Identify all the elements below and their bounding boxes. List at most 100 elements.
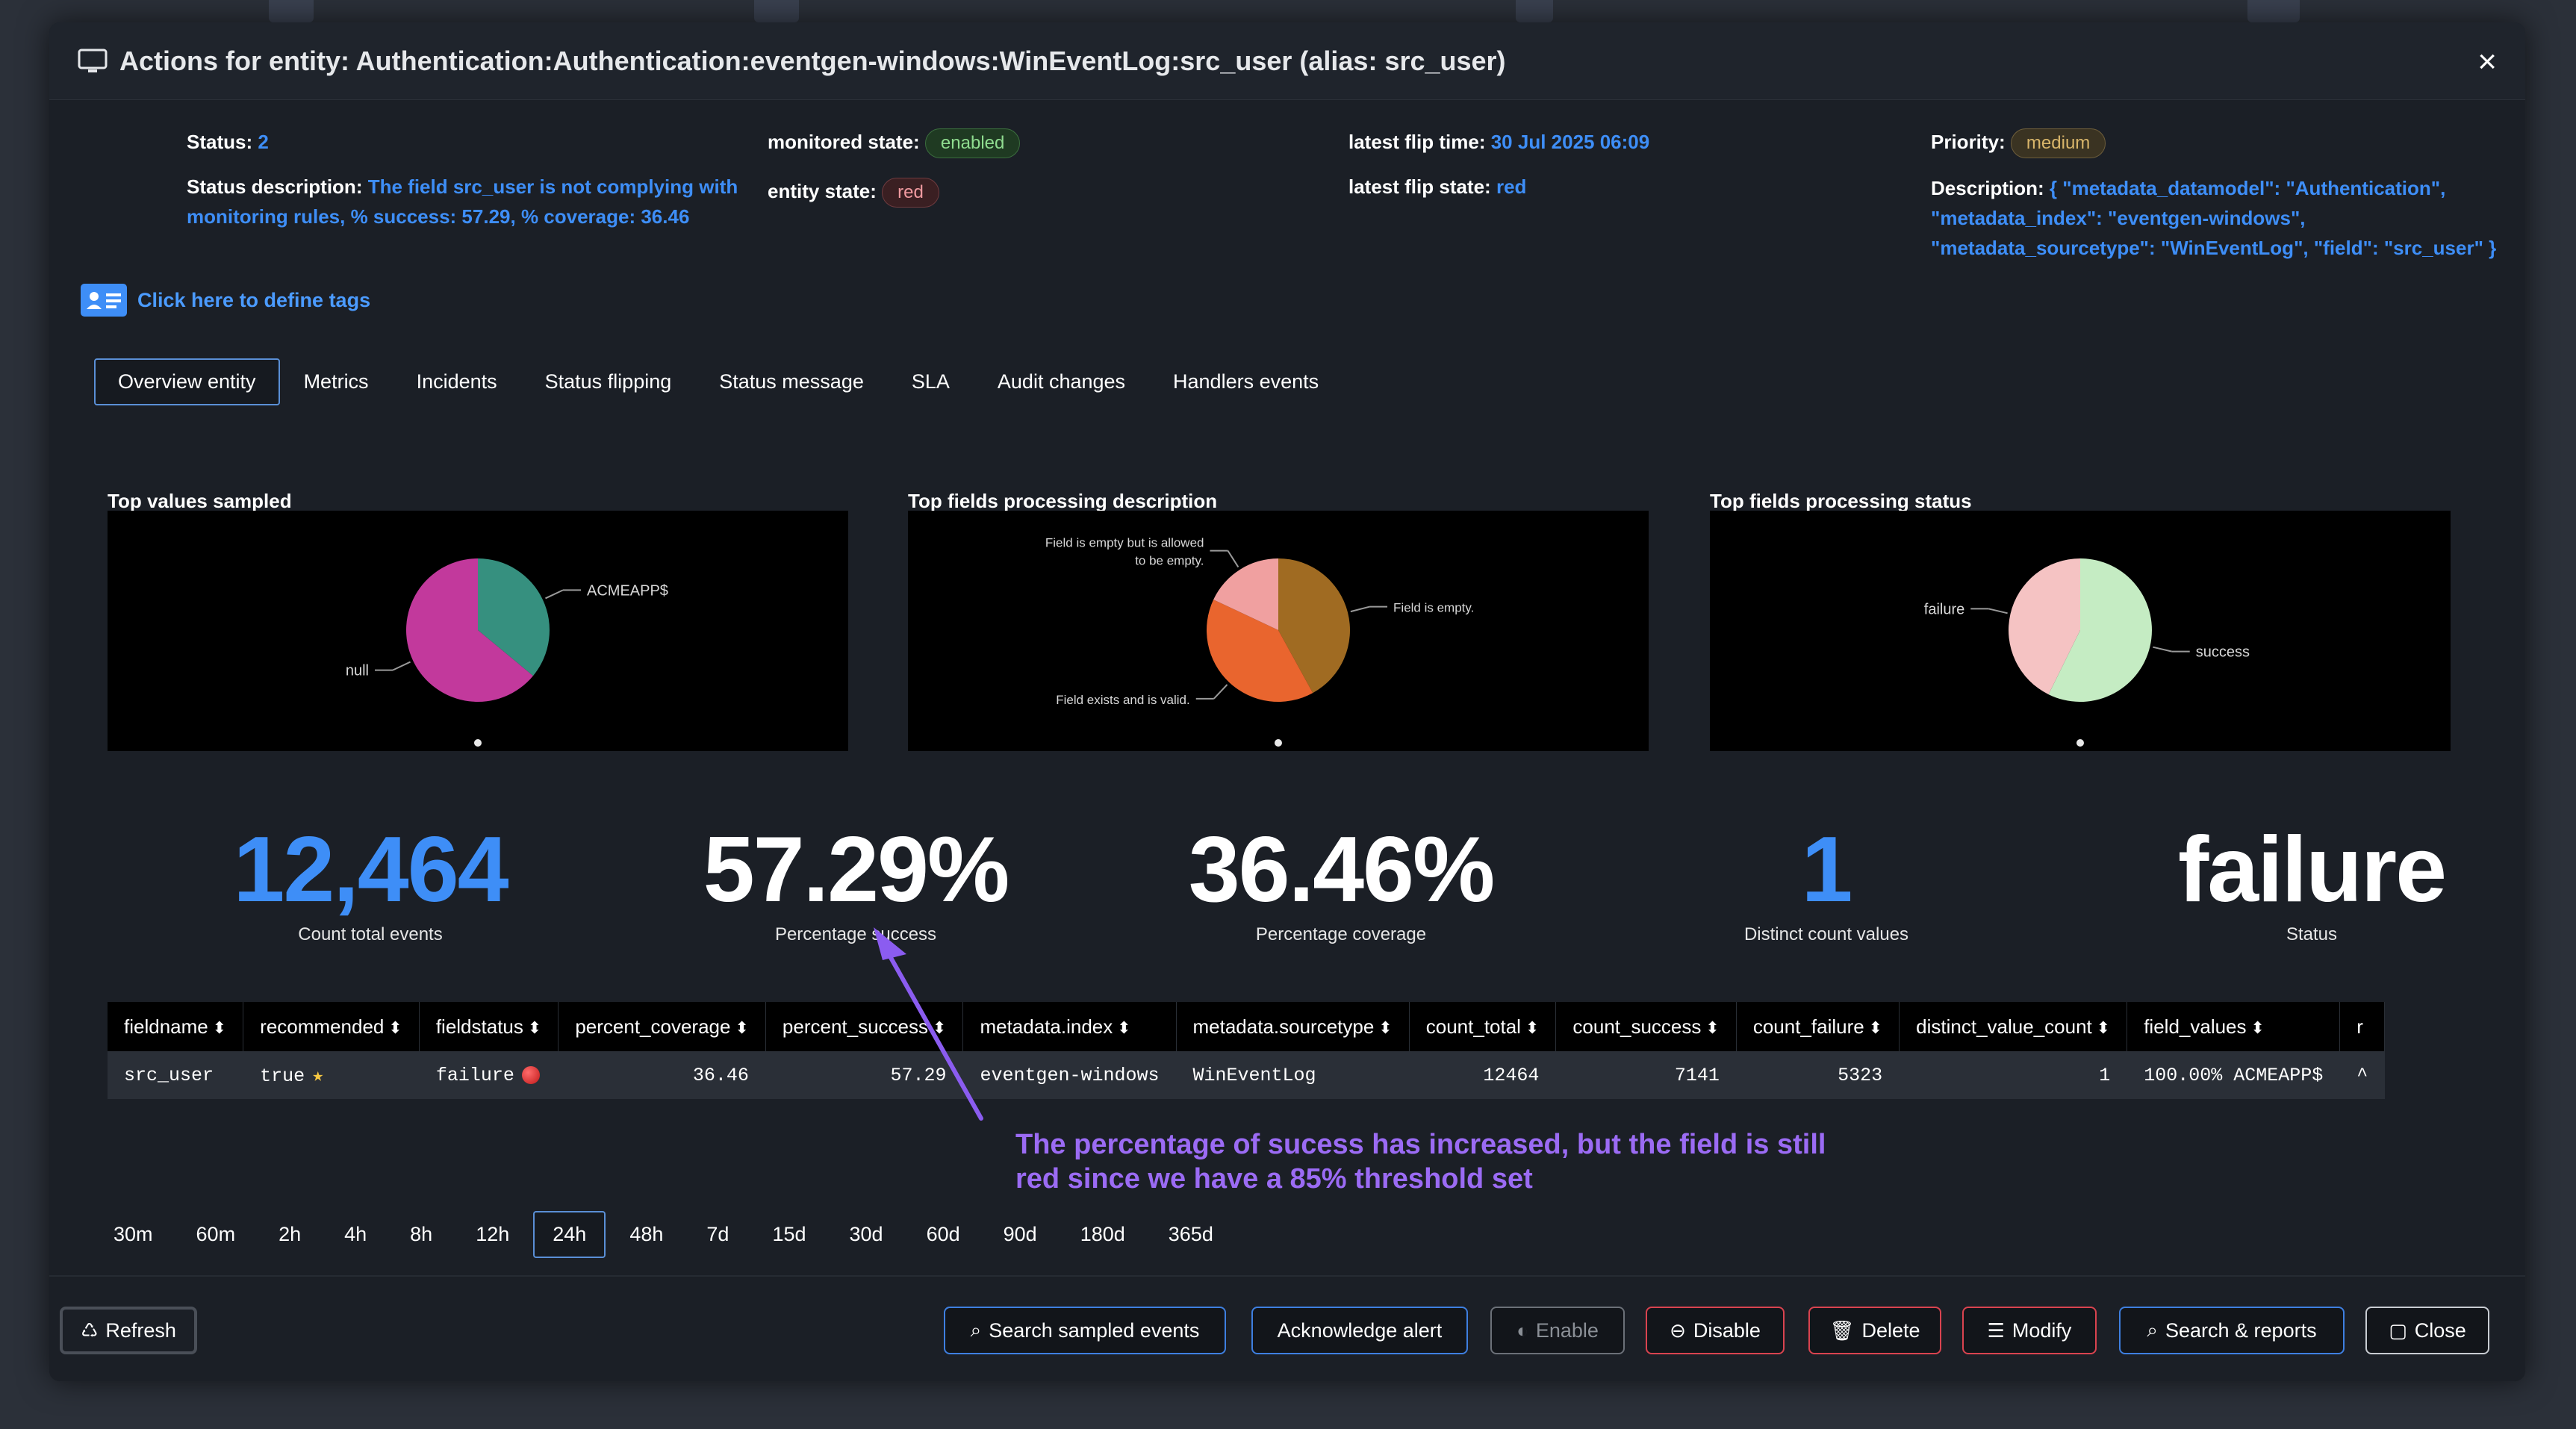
tab-status-message[interactable]: Status message <box>719 370 864 393</box>
sort-icon: ⬍ <box>527 1018 542 1037</box>
annotation-text: The percentage of sucess has increased, … <box>1015 1127 1911 1196</box>
enable-button[interactable]: ◐ Enable <box>1490 1307 1625 1354</box>
latest-flip-state-value: red <box>1496 175 1527 198</box>
close-button[interactable]: ▢ Close <box>2365 1307 2489 1354</box>
disable-button[interactable]: ⊖ Disable <box>1646 1307 1785 1354</box>
trash-icon: 🗑 <box>1829 1319 1855 1342</box>
tab-status-flipping[interactable]: Status flipping <box>544 370 672 393</box>
search-sampled-events-button[interactable]: ⌕ Search sampled events <box>944 1307 1226 1354</box>
table-row[interactable]: src_user true ★ failure 36.46 57.29 event… <box>108 1051 2386 1099</box>
pie-slice[interactable] <box>2009 558 2080 695</box>
cell-metadata-index: eventgen-windows <box>962 1051 1177 1099</box>
pie-slice[interactable] <box>2048 558 2152 702</box>
monitored-state-label: monitored state: <box>768 131 920 153</box>
flip-column: latest flip time: 30 Jul 2025 06:09 late… <box>1348 127 1649 202</box>
cell-field-values: 100.00% ACMEAPP$ <box>2127 1051 2341 1099</box>
sort-icon: ⬍ <box>1378 1018 1393 1037</box>
pagination-dot[interactable] <box>2076 739 2084 747</box>
col-count-success[interactable]: count_success ⬍ <box>1555 1002 1737 1051</box>
time-range-30d[interactable]: 30d <box>849 1223 883 1245</box>
time-range-12h[interactable]: 12h <box>476 1223 510 1245</box>
status-column: Status: 2 Status description: The field … <box>187 127 738 231</box>
top-values-chart: ACMEAPP$ null <box>108 511 848 751</box>
background-element <box>2247 0 2300 22</box>
col-field-values[interactable]: field_values ⬍ <box>2127 1002 2341 1051</box>
pie-leader-line <box>1213 684 1228 700</box>
col-metadata-index[interactable]: metadata.index ⬍ <box>962 1002 1177 1051</box>
processing-description-title: Top fields processing description <box>908 490 1218 512</box>
acknowledge-alert-button[interactable]: Acknowledge alert <box>1251 1307 1468 1354</box>
pie-slice[interactable] <box>478 558 550 676</box>
time-range-8h[interactable]: 8h <box>410 1223 433 1245</box>
status-value: 2 <box>258 131 269 153</box>
sort-icon: ⬍ <box>1525 1018 1540 1037</box>
define-tags-label[interactable]: Click here to define tags <box>137 288 371 311</box>
kpi-count-total: 12,464 Count total events <box>161 821 579 945</box>
time-range-90d[interactable]: 90d <box>1003 1223 1037 1245</box>
close-icon[interactable]: × <box>2477 43 2497 80</box>
cell-distinct-value-count: 1 <box>1899 1051 2128 1099</box>
pie-slice-label: Field is empty but is allowed to be empty… <box>1045 536 1204 568</box>
tab-overview-entity[interactable]: Overview entity <box>94 358 280 405</box>
pie-leader-line <box>2153 646 2172 653</box>
col-count-failure[interactable]: count_failure ⬍ <box>1736 1002 1900 1051</box>
status-label: Status: <box>187 131 253 153</box>
col-distinct-value-count[interactable]: distinct_value_count ⬍ <box>1899 1002 2128 1051</box>
sort-icon: ⬍ <box>1868 1018 1883 1037</box>
status-description-value: The field src_user is not complying with <box>367 175 738 198</box>
col-fieldname[interactable]: fieldname ⬍ <box>108 1002 244 1051</box>
pagination-dot[interactable] <box>1275 739 1282 747</box>
cell-metadata-sourcetype: WinEventLog <box>1176 1051 1410 1099</box>
entity-tabs: Overview entity Metrics Incidents Status… <box>94 358 1343 405</box>
fields-table-wrapper[interactable]: fieldname ⬍ recommended ⬍ fieldstatus ⬍ per… <box>108 1002 2525 1099</box>
time-range-24h[interactable]: 24h <box>533 1211 606 1258</box>
col-count-total[interactable]: count_total ⬍ <box>1409 1002 1557 1051</box>
modify-button[interactable]: ☰ Modify <box>1962 1307 2097 1354</box>
refresh-button[interactable]: ♺ Refresh <box>60 1307 197 1354</box>
sort-icon: ⬍ <box>212 1018 227 1037</box>
latest-flip-time-label: latest flip time: <box>1348 131 1486 153</box>
tab-metrics[interactable]: Metrics <box>303 370 369 393</box>
entity-actions-modal: Actions for entity: Authentication:Authe… <box>49 22 2525 1381</box>
time-range-30m[interactable]: 30m <box>113 1223 153 1245</box>
pagination-dot[interactable] <box>474 739 482 747</box>
define-tags-link[interactable]: Click here to define tags <box>81 284 370 317</box>
cell-percent-coverage: 36.46 <box>558 1051 766 1099</box>
search-icon: ⌕ <box>2147 1319 2158 1341</box>
col-r[interactable]: r <box>2339 1002 2386 1051</box>
tab-incidents[interactable]: Incidents <box>416 370 497 393</box>
time-range-2h[interactable]: 2h <box>279 1223 302 1245</box>
kpi-percentage-success-value: 57.29% <box>703 818 1010 921</box>
time-range-365d[interactable]: 365d <box>1168 1223 1213 1245</box>
entity-info: Status: 2 Status description: The field … <box>49 127 2525 276</box>
cell-r: ^ <box>2339 1051 2386 1099</box>
time-range-180d[interactable]: 180d <box>1080 1223 1125 1245</box>
col-percent-coverage[interactable]: percent_coverage ⬍ <box>558 1002 766 1051</box>
sort-icon: ⬍ <box>933 1018 947 1037</box>
delete-button[interactable]: 🗑 Delete <box>1808 1307 1941 1354</box>
time-range-60m[interactable]: 60m <box>196 1223 236 1245</box>
modal-header: Actions for entity: Authentication:Authe… <box>49 22 2525 100</box>
modal-title: Actions for entity: Authentication:Authe… <box>119 45 1506 76</box>
time-range-7d[interactable]: 7d <box>706 1223 729 1245</box>
col-recommended[interactable]: recommended ⬍ <box>243 1002 420 1051</box>
col-metadata-sourcetype[interactable]: metadata.sourcetype ⬍ <box>1176 1002 1410 1051</box>
tab-sla[interactable]: SLA <box>911 370 950 393</box>
pie-slice[interactable] <box>1213 558 1278 630</box>
description-value-line3: "metadata_sourcetype": "WinEventLog", "f… <box>1931 237 2497 260</box>
pie-slice[interactable] <box>1207 600 1313 702</box>
sort-icon: ⬍ <box>735 1018 749 1037</box>
time-range-60d[interactable]: 60d <box>926 1223 960 1245</box>
search-reports-button[interactable]: ⌕ Search & reports <box>2119 1307 2345 1354</box>
pie-slice[interactable] <box>1278 558 1350 694</box>
pie-slice-label: failure <box>1924 601 1964 617</box>
tab-handlers-events[interactable]: Handlers events <box>1173 370 1319 393</box>
col-fieldstatus[interactable]: fieldstatus ⬍ <box>419 1002 559 1051</box>
time-range-48h[interactable]: 48h <box>629 1223 664 1245</box>
kpi-distinct-count-label: Distinct count values <box>1743 924 1909 944</box>
tab-audit-changes[interactable]: Audit changes <box>997 370 1126 393</box>
time-range-15d[interactable]: 15d <box>772 1223 806 1245</box>
time-range-4h[interactable]: 4h <box>344 1223 367 1245</box>
id-card-icon <box>81 284 127 317</box>
pie-slice[interactable] <box>406 558 533 702</box>
